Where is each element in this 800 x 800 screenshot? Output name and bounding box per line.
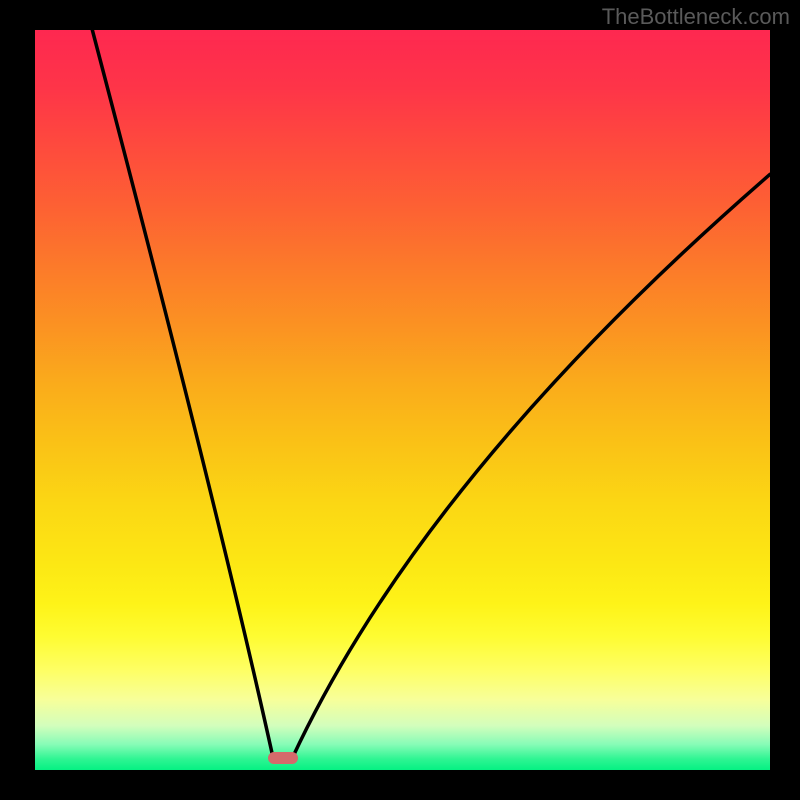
plot-area	[35, 30, 770, 770]
watermark-text: TheBottleneck.com	[602, 4, 790, 30]
optimum-marker	[268, 752, 298, 764]
chart-stage: TheBottleneck.com	[0, 0, 800, 800]
bottleneck-curve	[35, 30, 770, 770]
curve-path	[92, 30, 770, 758]
